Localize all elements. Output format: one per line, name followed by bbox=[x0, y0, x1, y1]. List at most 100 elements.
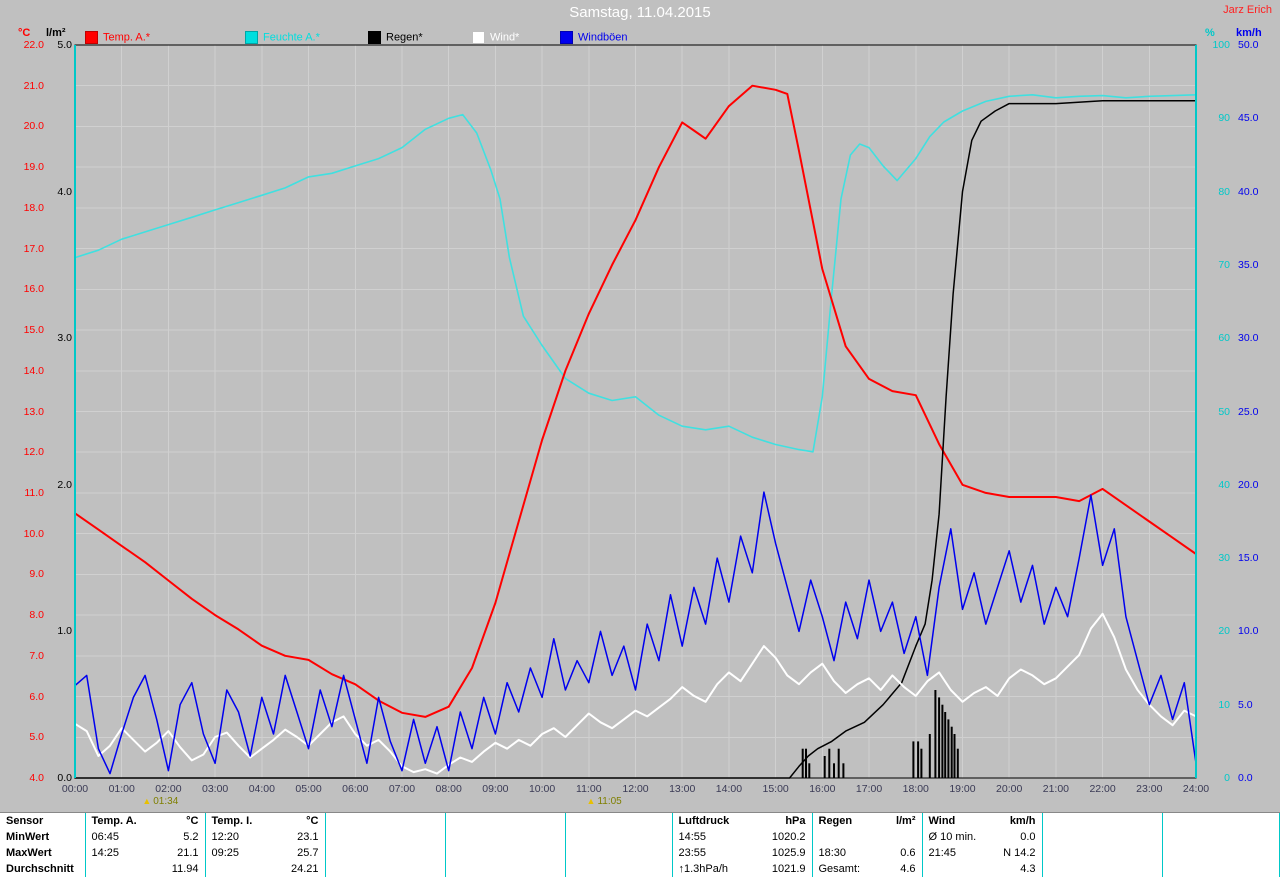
time-tick-label: 18:00 bbox=[902, 783, 929, 795]
stats-cell-left: 18:30 bbox=[818, 847, 847, 859]
wind-tick-label: 35.0 bbox=[1238, 258, 1259, 271]
stats-cell bbox=[325, 845, 446, 861]
stats-cell: ↑1.3hPa/h 1021.9 bbox=[672, 861, 813, 877]
humidity-tick-label: 40 bbox=[1218, 478, 1230, 491]
stats-cell: Temp. A. °C bbox=[85, 813, 206, 829]
humidity-tick-label: 80 bbox=[1218, 185, 1230, 198]
temp-tick-label: 10.0 bbox=[23, 527, 44, 540]
temp-tick-label: 21.0 bbox=[23, 79, 44, 92]
stats-row-sensor: Sensor Temp. A. °C Temp. I. °C Luftdruck hPa Re… bbox=[0, 813, 1280, 829]
rain-tick-label: 3.0 bbox=[57, 332, 72, 345]
stats-cell bbox=[325, 829, 446, 845]
rain-rate-bar bbox=[944, 712, 947, 778]
humidity-tick-label: 70 bbox=[1218, 258, 1230, 271]
wind-tick-label: 45.0 bbox=[1238, 112, 1259, 125]
time-tick-label: 15:00 bbox=[762, 783, 789, 795]
temp-tick-label: 22.0 bbox=[23, 39, 44, 51]
rain-rate-bar bbox=[947, 719, 950, 778]
stats-cell: 12:20 23.1 bbox=[205, 829, 326, 845]
legend-item-regen[interactable]: Regen* bbox=[368, 31, 423, 44]
stats-cell: 11.94 bbox=[85, 861, 206, 877]
stats-cell-value: 5.2 bbox=[183, 831, 199, 843]
humidity-tick-label: 50 bbox=[1218, 405, 1230, 418]
stats-cell: Gesamt: 4.6 bbox=[812, 861, 923, 877]
stats-cell-value: 0.6 bbox=[900, 847, 916, 859]
humidity-tick-label: 30 bbox=[1218, 552, 1230, 565]
wind-tick-label: 10.0 bbox=[1238, 625, 1259, 638]
legend-color-swatch bbox=[368, 31, 381, 44]
time-tick-label: 21:00 bbox=[1042, 783, 1070, 795]
stats-cell: 09:25 25.7 bbox=[205, 845, 326, 861]
stats-cell bbox=[1162, 813, 1280, 829]
stats-cell-value: km/h bbox=[1009, 815, 1036, 827]
stats-cell-value: 4.3 bbox=[1020, 863, 1036, 875]
legend-item-windboeen[interactable]: Windböen bbox=[560, 31, 628, 44]
stats-cell-left: 14:55 bbox=[678, 831, 707, 843]
rain-rate-bar bbox=[950, 726, 953, 778]
rain-rate-bar bbox=[941, 704, 944, 778]
stats-cell-left: Temp. A. bbox=[91, 815, 137, 827]
stats-cell: Wind km/h bbox=[922, 813, 1043, 829]
stats-cell: Temp. I. °C bbox=[205, 813, 326, 829]
legend-item-feuchte-a[interactable]: Feuchte A.* bbox=[245, 31, 320, 44]
legend-label: Regen* bbox=[386, 31, 423, 44]
rain-rate-bar bbox=[917, 741, 920, 778]
rain-tick-label: 2.0 bbox=[57, 478, 72, 491]
time-tick-label: 22:00 bbox=[1089, 783, 1116, 795]
legend-color-swatch bbox=[472, 31, 485, 44]
time-tick-label: 03:00 bbox=[201, 783, 229, 795]
humidity-tick-label: 100 bbox=[1212, 39, 1230, 51]
legend-label: Wind* bbox=[490, 31, 520, 44]
stats-cell bbox=[325, 861, 446, 877]
stats-cell bbox=[445, 829, 566, 845]
legend-item-wind[interactable]: Wind* bbox=[472, 31, 519, 44]
legend-label: Feuchte A.* bbox=[263, 31, 320, 44]
temp-tick-label: 13.0 bbox=[23, 405, 44, 418]
stats-cell bbox=[1162, 845, 1280, 861]
stats-cell-left: 23:55 bbox=[678, 847, 707, 859]
stats-row-label: Sensor bbox=[0, 813, 86, 829]
time-tick-label: 05:00 bbox=[295, 783, 322, 795]
time-tick-label: 00:00 bbox=[61, 783, 89, 795]
stats-cell: Luftdruck hPa bbox=[672, 813, 813, 829]
stats-cell bbox=[445, 813, 566, 829]
stats-cell bbox=[565, 813, 673, 829]
wind-tick-label: 0.0 bbox=[1238, 772, 1253, 784]
stats-cell: 24.21 bbox=[205, 861, 326, 877]
legend-label: Windböen bbox=[578, 31, 628, 44]
time-tick-label: 11:00 bbox=[576, 783, 602, 795]
series-temp-a--line bbox=[74, 84, 1197, 718]
legend-color-swatch bbox=[560, 31, 573, 44]
rain-rate-bar bbox=[956, 748, 959, 778]
wind-tick-label: 25.0 bbox=[1238, 405, 1259, 418]
legend-item-temp-a[interactable]: Temp. A.* bbox=[85, 31, 150, 44]
time-tick-label: 23:00 bbox=[1136, 783, 1163, 795]
stats-cell-left: Temp. I. bbox=[211, 815, 253, 827]
stats-row-label: MaxWert bbox=[0, 845, 86, 861]
stats-cell-left: 14:25 bbox=[91, 847, 120, 859]
temp-tick-label: 14.0 bbox=[23, 364, 44, 377]
stats-cell-left: Wind bbox=[928, 815, 956, 827]
stats-cell bbox=[1162, 861, 1280, 877]
time-tick-label: 16:00 bbox=[809, 783, 836, 795]
time-tick-label: 04:00 bbox=[248, 783, 275, 795]
station-owner-label: Jarz Erich bbox=[1223, 4, 1272, 16]
stats-row-durchschnitt: Durchschnitt 11.94 24.21 ↑1.3hPa/h 1021.9 Ges… bbox=[0, 861, 1280, 877]
temp-tick-label: 7.0 bbox=[29, 649, 44, 662]
stats-cell: 14:25 21.1 bbox=[85, 845, 206, 861]
temp-tick-label: 4.0 bbox=[29, 772, 44, 784]
stats-row-maxwert: MaxWert 14:25 21.1 09:25 25.7 23:55 1025.9 18:3… bbox=[0, 845, 1280, 861]
stats-cell-left: Luftdruck bbox=[678, 815, 730, 827]
wind-tick-label: 15.0 bbox=[1238, 552, 1259, 565]
stats-cell-value: 23.1 bbox=[297, 831, 319, 843]
temp-tick-label: 20.0 bbox=[23, 120, 44, 133]
rain-axis-unit: l/m² bbox=[46, 27, 66, 39]
temp-tick-label: 19.0 bbox=[23, 161, 44, 174]
time-tick-label: 14:00 bbox=[715, 783, 743, 795]
chart-canvas bbox=[74, 44, 1197, 779]
stats-cell-value: °C bbox=[186, 815, 199, 827]
marker-time-label: 11:05 bbox=[597, 796, 622, 807]
humidity-tick-label: 0 bbox=[1224, 772, 1230, 784]
legend-color-swatch bbox=[85, 31, 98, 44]
rain-rate-bar bbox=[928, 734, 931, 778]
